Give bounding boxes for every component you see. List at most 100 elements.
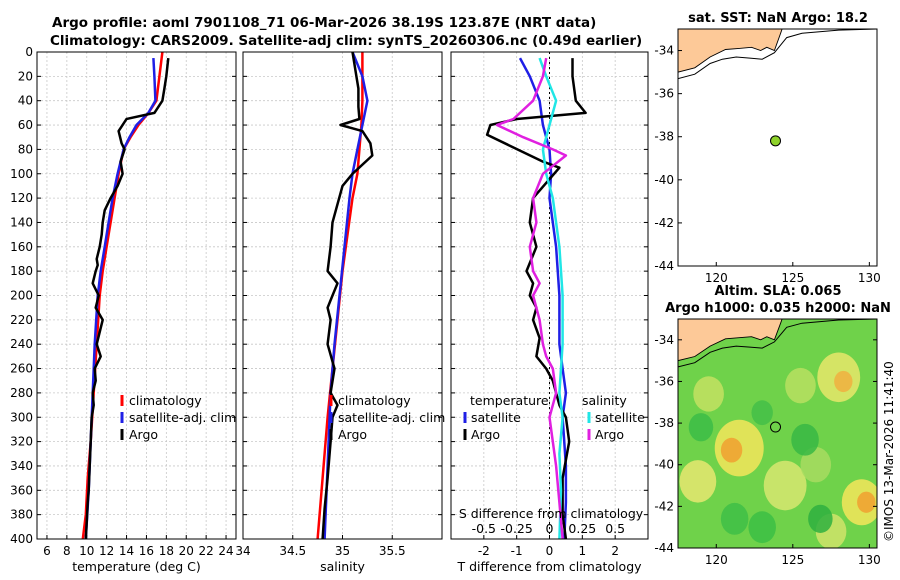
series-argo [84, 57, 170, 539]
legend-label: Argo [471, 427, 500, 442]
x-tick-label: -2 [478, 544, 490, 558]
x-tick-label: 12 [99, 544, 114, 558]
difference-plot: -2 -1 0 1 2T difference from climatology temp… [450, 51, 649, 574]
x-tick-label: -1 [511, 544, 523, 558]
y-tick-label: 40 [18, 94, 33, 108]
x-tick-label: 14 [119, 544, 134, 558]
x-tick-label: 130 [858, 271, 881, 285]
sla-map: -34 -36 -38 -40 -42 -44 120 125 130 [654, 318, 881, 567]
legend-header-temperature: temperature [470, 393, 549, 408]
y-tick-label: -44 [654, 259, 674, 273]
legend-label: Argo [129, 427, 158, 442]
y-tick-label: 60 [18, 118, 33, 132]
sst-map-title: sat. SST: NaN Argo: 18.2 [688, 11, 868, 26]
legend-label: climatology [129, 393, 202, 408]
y-tick-label: 320 [10, 435, 33, 449]
y-tick-label: 340 [10, 459, 33, 473]
argo-position-marker [770, 421, 782, 433]
sla-anomaly-patch [688, 413, 714, 442]
title-line-1: Argo profile: aoml 7901108_71 06-Mar-202… [52, 15, 597, 31]
s-tick-label: 0.25 [568, 521, 596, 536]
series-temperature-argo [485, 58, 587, 539]
legend-label: climatology [338, 393, 411, 408]
sla-anomaly-patch [748, 511, 776, 544]
s-tick-label: 0.5 [605, 521, 625, 536]
sla-anomaly-patch [834, 370, 853, 393]
sla-anomaly-patch [720, 502, 749, 535]
salinity-plot: 34 34.5 35 35.5 salinity climatology satellite… [235, 51, 445, 574]
x-axis-label: salinity [320, 559, 365, 574]
isobath-line [678, 319, 877, 368]
sla-map-title-2: Argo h1000: 0.035 h2000: NaN [665, 301, 891, 316]
sla-anomaly-patch [800, 447, 832, 483]
y-tick-label: 380 [10, 508, 33, 522]
x-tick-label: 18 [159, 544, 174, 558]
y-tick-label: 400 [10, 532, 33, 546]
legend-label: satellite-adj. clim [338, 410, 445, 425]
y-tick-label: -42 [654, 216, 674, 230]
y-tick-label: 220 [10, 313, 33, 327]
y-tick-label: -34 [654, 333, 674, 347]
x-tick-label: 35 [335, 544, 350, 558]
x-tick-label: 120 [705, 553, 728, 567]
x-tick-label: 1 [579, 544, 587, 558]
y-tick-label: -38 [654, 130, 674, 144]
x-tick-label: 125 [781, 271, 804, 285]
y-tick-label: -38 [654, 416, 674, 430]
sla-anomaly-patch [679, 460, 717, 503]
legend-label: Argo [338, 427, 367, 442]
sla-anomaly-patch [720, 437, 743, 463]
sla-anomaly-patch [763, 460, 807, 511]
y-tick-label: 100 [10, 167, 33, 181]
y-tick-label: 200 [10, 289, 33, 303]
legend-label: satellite [471, 410, 521, 425]
map-frame [677, 318, 878, 549]
watermark: ©IMOS 13-Mar-2026 11:41:40 [882, 361, 896, 542]
series-salinity-argo [495, 57, 568, 539]
x-tick-label: 24 [218, 544, 233, 558]
y-tick-label: -40 [654, 173, 674, 187]
y-tick-label: -36 [654, 374, 674, 388]
y-tick-label: -36 [654, 87, 674, 101]
map-background [678, 29, 877, 266]
y-tick-label: 140 [10, 215, 33, 229]
x-tick-label: 34.5 [279, 544, 306, 558]
y-tick-label: 180 [10, 264, 33, 278]
s-tick-label: 0 [546, 521, 554, 536]
x-tick-label: 35.5 [379, 544, 406, 558]
legend-label: Argo [595, 427, 624, 442]
y-tick-label: 0 [25, 45, 33, 59]
y-tick-label: 20 [18, 69, 33, 83]
map-frame [677, 28, 878, 267]
sla-anomaly-patch [857, 491, 876, 513]
x-tick-label: 0 [546, 544, 554, 558]
y-tick-label: 300 [10, 410, 33, 424]
sla-anomaly-patch [808, 504, 833, 534]
x-tick-label: 22 [199, 544, 214, 558]
x-tick-label: 130 [858, 553, 881, 567]
series-salinity-satellite [538, 57, 564, 539]
sla-map-content [678, 319, 877, 548]
y-tick-label: 80 [18, 142, 33, 156]
s-tick-label: -0.5 [472, 521, 496, 536]
x-tick-label: 8 [63, 544, 71, 558]
y-tick-label: -34 [654, 44, 674, 58]
x-tick-label: 34 [235, 544, 250, 558]
y-tick-label: 360 [10, 483, 33, 497]
series-argo [321, 52, 374, 539]
sla-anomaly-patch [693, 376, 724, 412]
y-tick-label: -44 [654, 541, 674, 555]
sst-map-content [678, 29, 877, 266]
y-tick-label: 260 [10, 362, 33, 376]
x-tick-label: 16 [139, 544, 154, 558]
sla-anomaly-patch [791, 423, 819, 456]
sla-anomaly-patch [785, 367, 816, 404]
y-tick-label: -40 [654, 458, 674, 472]
y-tick-label: 160 [10, 240, 33, 254]
sst-map: -34 -36 -38 -40 -42 -44 120 125 130 [654, 28, 881, 285]
x-tick-label: 125 [781, 553, 804, 567]
x-axis-label-top: S difference from climatology [459, 506, 644, 521]
sla-anomaly-patch [751, 400, 773, 426]
